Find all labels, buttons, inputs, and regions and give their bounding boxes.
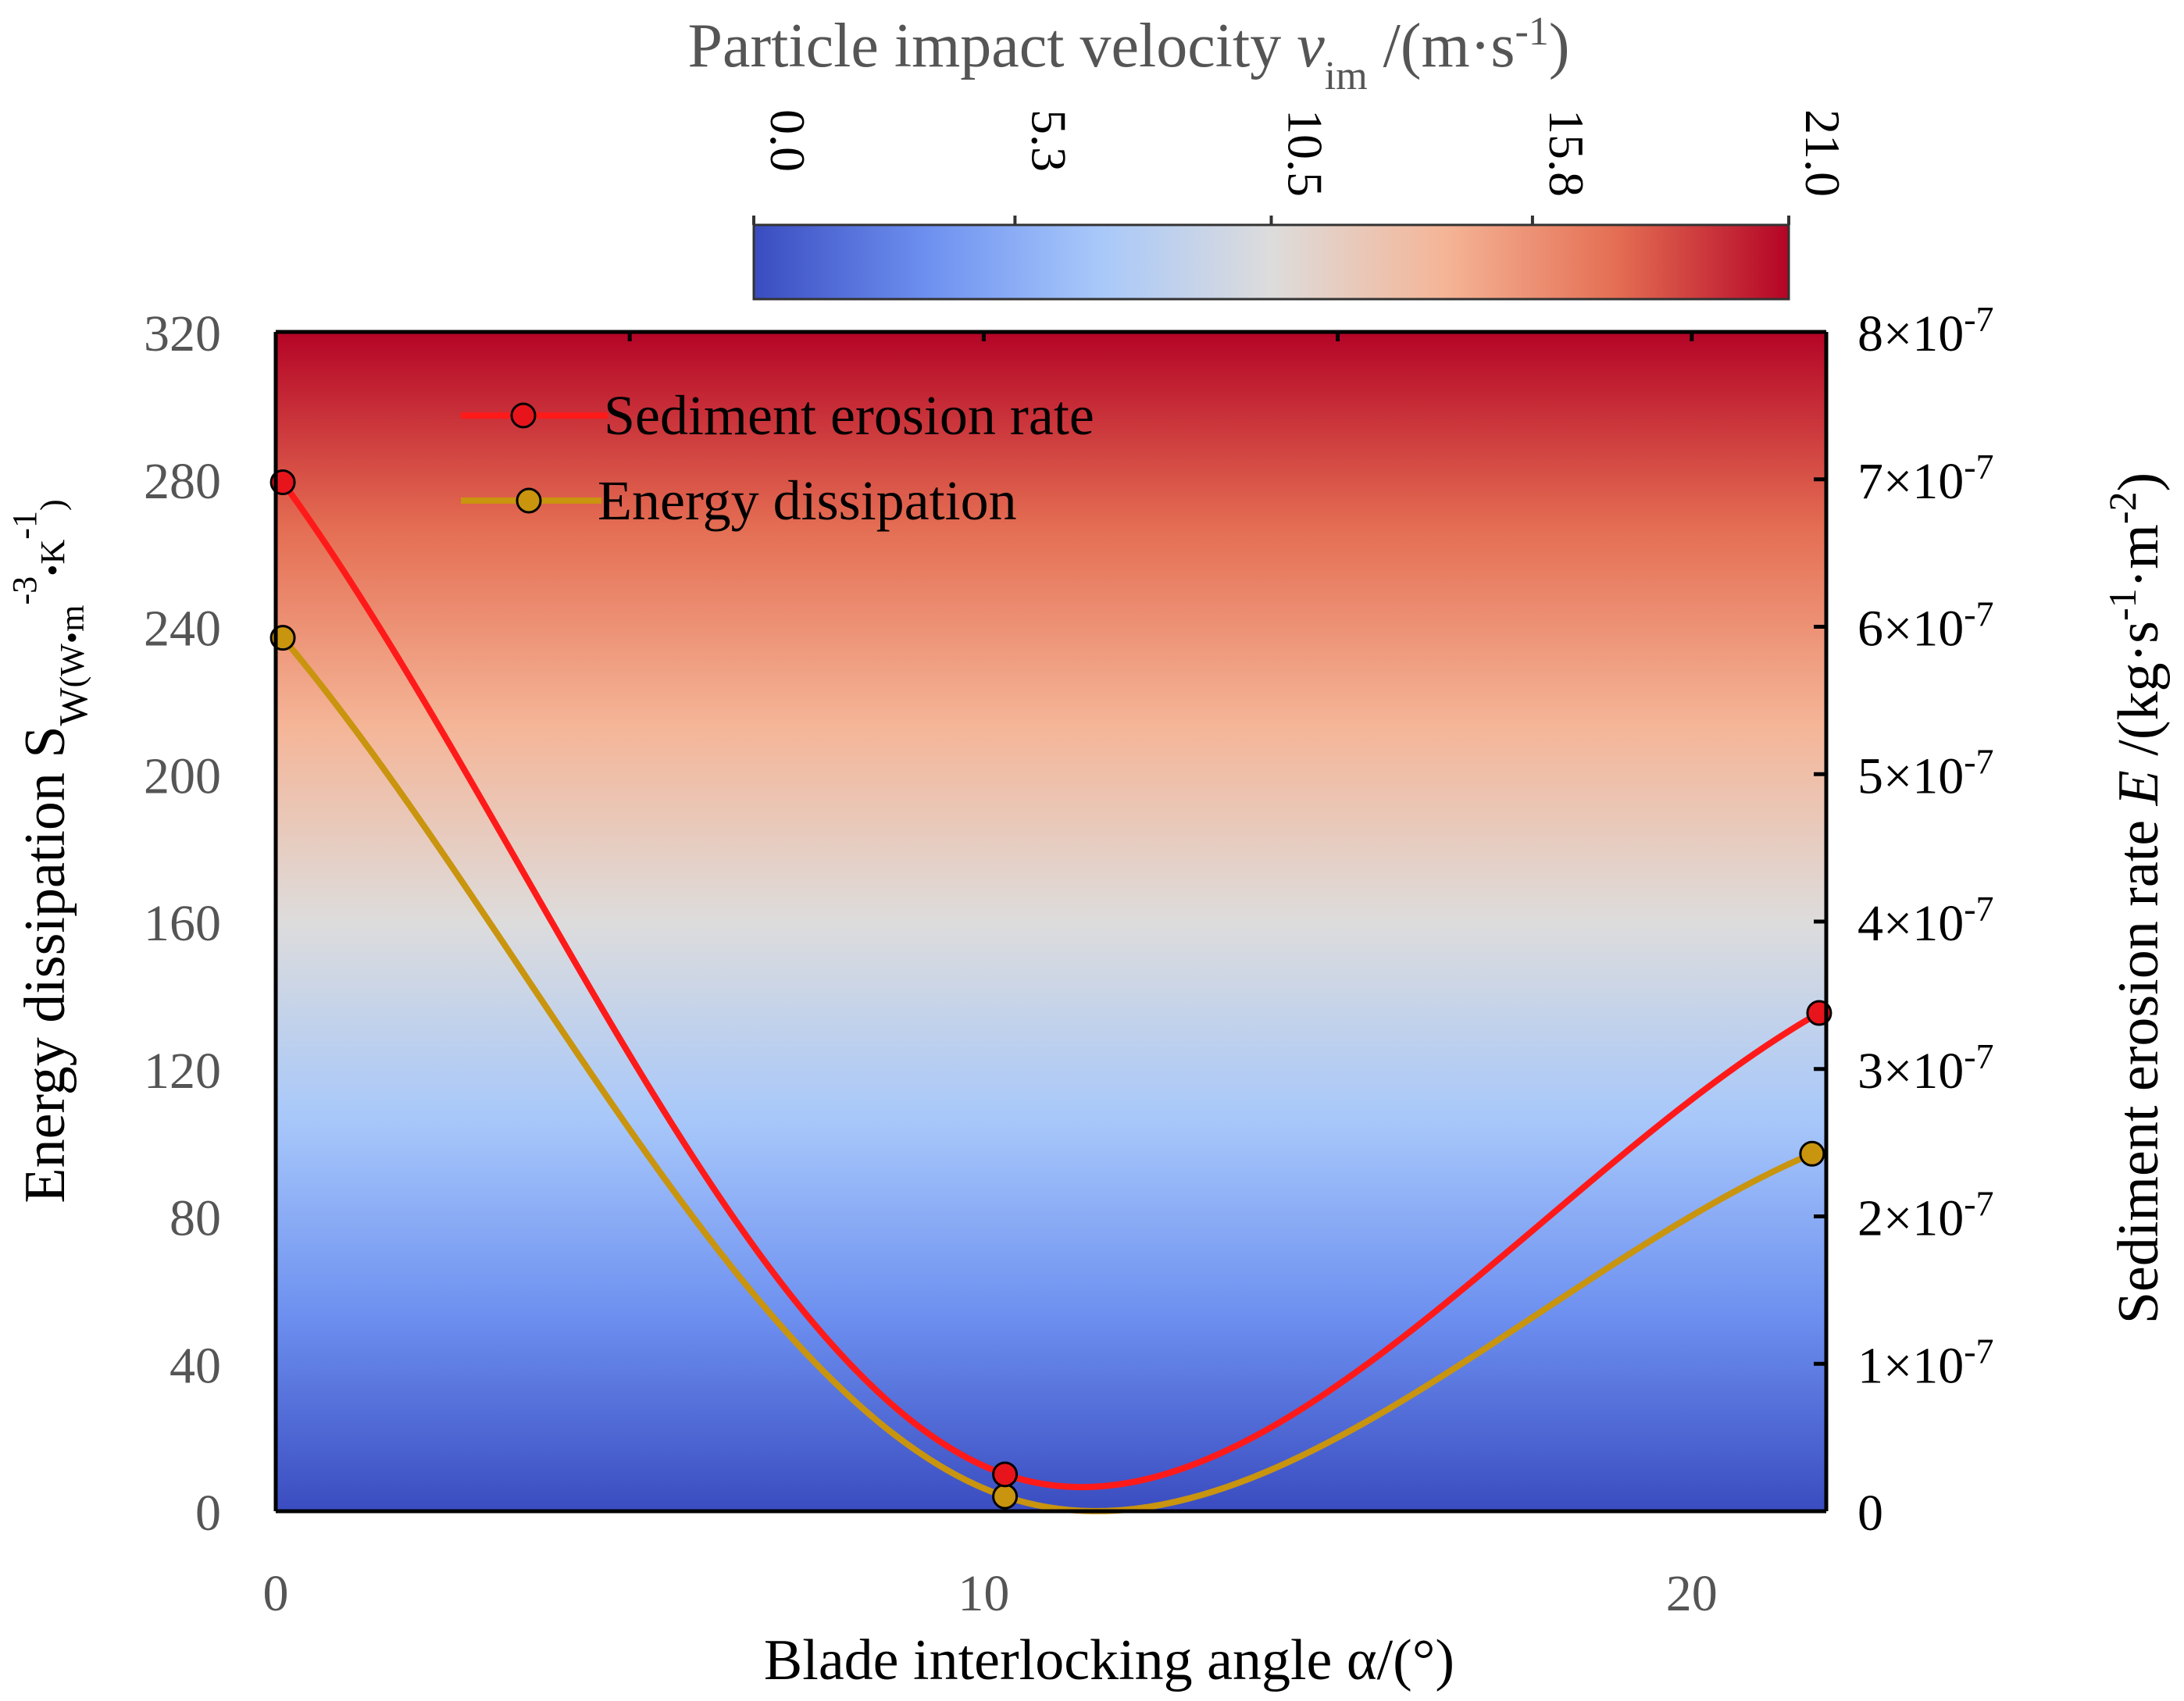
colorbar-tick-label: 5.3 bbox=[1021, 109, 1076, 172]
y-left-tick-label: 240 bbox=[144, 601, 221, 658]
colorbar-gradient-bar bbox=[752, 223, 1790, 301]
y-left-tick-label: 80 bbox=[170, 1190, 221, 1247]
y-right-tick-label: 5×10-7 bbox=[1857, 741, 1994, 805]
y-right-tick-label: 8×10-7 bbox=[1857, 299, 1994, 363]
colorbar-tick-label: 15.8 bbox=[1539, 109, 1594, 197]
y-left-tick-label: 120 bbox=[144, 1043, 221, 1100]
plot-background-gradient bbox=[276, 332, 1826, 1511]
colorbar-tick-label: 21.0 bbox=[1795, 109, 1850, 197]
data-point-energy-dissipation bbox=[1799, 1140, 1825, 1167]
y-right-axis-ticks: 0 1×10-7 2×10-7 3×10-7 4×10-7 5×10-7 6×10-7 7×1… bbox=[1814, 299, 1994, 1542]
y-left-tick-label: 0 bbox=[195, 1485, 221, 1542]
colorbar-tick-label: 0.0 bbox=[760, 109, 815, 172]
colorbar-tick-label: 10.5 bbox=[1278, 109, 1333, 197]
y-left-tick-label: 40 bbox=[170, 1337, 221, 1394]
y-right-tick-label: 3×10-7 bbox=[1857, 1036, 1994, 1100]
y-right-tick-label: 4×10-7 bbox=[1857, 889, 1994, 953]
y-left-tick-label: 280 bbox=[144, 453, 221, 510]
legend-marker-energy-dissipation bbox=[516, 487, 542, 514]
x-tick-label: 10 bbox=[958, 1565, 1009, 1622]
x-tick-label: 20 bbox=[1666, 1565, 1718, 1622]
colorbar-ticks: 0.0 5.3 10.5 15.8 21.0 bbox=[752, 109, 1850, 225]
y-left-tick-label: 320 bbox=[144, 305, 221, 362]
legend-marker-sediment-erosion-rate bbox=[510, 402, 537, 429]
y-right-tick-label: 0 bbox=[1857, 1485, 1883, 1542]
legend-label-sediment-erosion-rate: Sediment erosion rate bbox=[604, 384, 1094, 447]
legend-entry-sediment-erosion-rate: Sediment erosion rate bbox=[461, 384, 1094, 447]
x-axis-ticks: 0 10 20 bbox=[263, 332, 1718, 1622]
y-right-tick-label: 7×10-7 bbox=[1857, 446, 1994, 510]
y-left-axis-title: Energy dissipation SW(W•m-3•K-1) bbox=[5, 499, 96, 1203]
legend-entry-energy-dissipation: Energy dissipation bbox=[461, 469, 1017, 532]
y-left-axis-ticks: 0 40 80 120 160 200 240 280 320 bbox=[144, 305, 221, 1542]
colorbar-title: Particle impact velocity vim /(m·s-1) bbox=[688, 9, 1570, 98]
colorbar: Particle impact velocity vim /(m·s-1) 0.… bbox=[688, 9, 1850, 301]
x-tick-label: 0 bbox=[263, 1565, 289, 1622]
y-left-tick-label: 200 bbox=[144, 747, 221, 804]
y-right-tick-label: 2×10-7 bbox=[1857, 1183, 1994, 1247]
legend-label-energy-dissipation: Energy dissipation bbox=[598, 469, 1017, 532]
y-left-tick-label: 160 bbox=[144, 895, 221, 952]
y-right-tick-label: 1×10-7 bbox=[1857, 1331, 1994, 1395]
legend: Sediment erosion rate Energy dissipation bbox=[461, 384, 1094, 532]
y-right-axis-title: Sediment erosion rate E /(kg·s-1·m-2) bbox=[2100, 472, 2171, 1324]
y-right-tick-label: 6×10-7 bbox=[1857, 594, 1994, 658]
data-point-sediment-erosion-rate bbox=[992, 1461, 1019, 1488]
data-point-energy-dissipation bbox=[992, 1483, 1019, 1510]
x-axis-title: Blade interlocking angle α/(°) bbox=[764, 1628, 1454, 1692]
